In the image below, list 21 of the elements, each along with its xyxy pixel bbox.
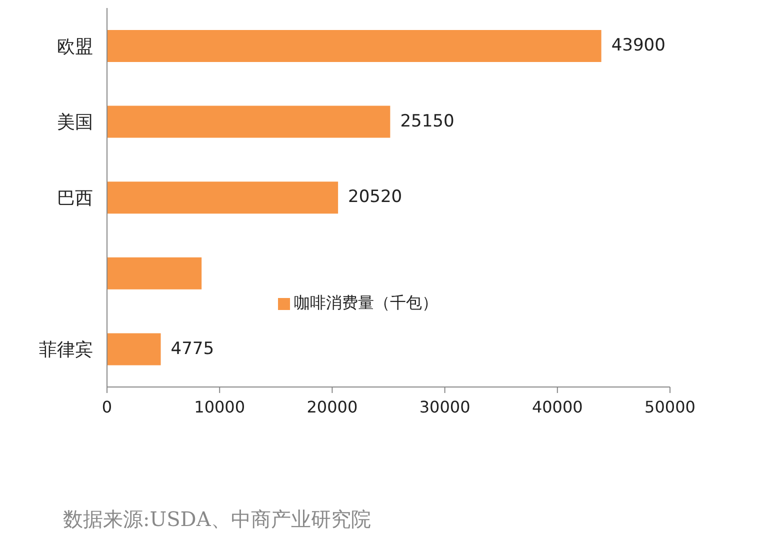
bar — [107, 182, 338, 214]
bar — [107, 333, 161, 366]
y-tick-label: 菲律宾 — [39, 339, 93, 360]
x-tick-label: 10000 — [194, 397, 246, 416]
data-label: 4775 — [170, 338, 214, 359]
data-label: 25150 — [400, 111, 454, 132]
bar — [107, 30, 602, 62]
source-note: 数据来源:USDA、中商产业研究院 — [63, 506, 371, 533]
bar — [107, 106, 390, 138]
y-tick-label: 欧盟 — [57, 36, 93, 58]
x-tick-label: 20000 — [306, 397, 358, 416]
data-label: 43900 — [611, 36, 666, 56]
x-tick-label: 30000 — [419, 397, 470, 416]
legend-label: 咖啡消费量（千包） — [294, 293, 438, 312]
x-tick-label: 40000 — [532, 397, 583, 416]
x-tick-label: 0 — [102, 397, 112, 416]
y-tick-label: 巴西 — [57, 188, 93, 209]
data-label: 20520 — [348, 187, 402, 208]
bar — [107, 257, 202, 290]
y-tick-label: 美国 — [57, 112, 93, 134]
x-tick-label: 50000 — [644, 397, 696, 416]
